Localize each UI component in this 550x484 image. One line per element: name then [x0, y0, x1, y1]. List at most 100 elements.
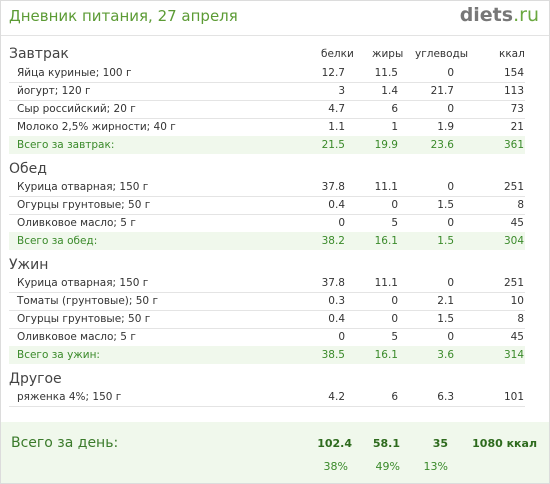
- protein-value: 0.4: [328, 199, 345, 211]
- day-carbs-value: 35: [432, 437, 448, 450]
- protein-value: 37.8: [321, 181, 345, 193]
- carbs-value: 0: [447, 181, 454, 193]
- column-header-fat: жиры: [372, 48, 404, 60]
- food-name: Курица отварная; 150 г: [17, 181, 149, 193]
- carbs-value: 1.9: [437, 121, 454, 133]
- fat-value: 19.9: [374, 139, 398, 151]
- section-total-row: Всего за обед: 38.2 16.1 1.5 304: [9, 232, 525, 250]
- food-name: Огурцы грунтовые; 50 г: [17, 313, 151, 325]
- kcal-value: 8: [517, 313, 524, 325]
- carbs-value: 2.1: [437, 295, 454, 307]
- day-carbs-percent: 13%: [423, 460, 448, 473]
- logo-tld: .ru: [513, 4, 539, 26]
- carbs-value: 1.5: [437, 199, 454, 211]
- protein-value: 37.8: [321, 277, 345, 289]
- carbs-value: 6.3: [437, 391, 454, 403]
- fat-value: 1: [391, 121, 398, 133]
- food-row: йогурт; 120 г 3 1.4 21.7 113: [9, 82, 525, 101]
- fat-value: 0: [391, 295, 398, 307]
- total-label: Всего за обед:: [17, 235, 98, 247]
- kcal-value: 10: [510, 295, 524, 307]
- header-divider: [1, 35, 549, 36]
- kcal-value: 154: [503, 67, 524, 79]
- column-header-kcal: ккал: [499, 48, 525, 60]
- protein-value: 12.7: [321, 67, 345, 79]
- kcal-value: 45: [510, 217, 524, 229]
- carbs-value: 0: [447, 331, 454, 343]
- section-title-breakfast: Завтрак: [9, 46, 69, 62]
- fat-value: 11.5: [374, 67, 398, 79]
- protein-value: 4.7: [328, 103, 345, 115]
- site-logo[interactable]: diets.ru: [460, 4, 539, 26]
- protein-value: 4.2: [328, 391, 345, 403]
- protein-value: 38.5: [321, 349, 345, 361]
- food-row: Яйца куриные; 100 г 12.7 11.5 0 154: [9, 64, 525, 83]
- food-row: ряженка 4%; 150 г 4.2 6 6.3 101: [9, 388, 525, 407]
- food-row: Сыр российский; 20 г 4.7 6 0 73: [9, 100, 525, 119]
- kcal-value: 251: [503, 181, 524, 193]
- section-title-lunch: Обед: [9, 161, 47, 177]
- kcal-value: 113: [503, 85, 524, 97]
- food-row: Курица отварная; 150 г 37.8 11.1 0 251: [9, 274, 525, 293]
- food-name: йогурт; 120 г: [17, 85, 91, 97]
- kcal-value: 101: [503, 391, 524, 403]
- logo-main: diets: [459, 4, 514, 26]
- header: Дневник питания, 27 апреля diets.ru: [1, 1, 549, 35]
- section-total-row: Всего за завтрак: 21.5 19.9 23.6 361: [9, 136, 525, 154]
- food-name: Молоко 2,5% жирности; 40 г: [17, 121, 176, 133]
- food-name: Сыр российский; 20 г: [17, 103, 136, 115]
- protein-value: 3: [338, 85, 345, 97]
- kcal-value: 45: [510, 331, 524, 343]
- kcal-value: 73: [510, 103, 524, 115]
- carbs-value: 0: [447, 67, 454, 79]
- fat-value: 16.1: [374, 235, 398, 247]
- kcal-value: 314: [503, 349, 524, 361]
- day-kcal-value: 1080 ккал: [472, 437, 537, 450]
- kcal-value: 8: [517, 199, 524, 211]
- day-protein-percent: 38%: [323, 460, 348, 473]
- fat-value: 11.1: [374, 277, 398, 289]
- food-name: Курица отварная; 150 г: [17, 277, 149, 289]
- day-total-panel: Всего за день: 102.4 58.1 35 1080 ккал 3…: [1, 422, 549, 483]
- carbs-value: 0: [447, 103, 454, 115]
- protein-value: 38.2: [321, 235, 345, 247]
- fat-value: 0: [391, 199, 398, 211]
- total-label: Всего за завтрак:: [17, 139, 115, 151]
- food-row: Огурцы грунтовые; 50 г 0.4 0 1.5 8: [9, 310, 525, 329]
- carbs-value: 0: [447, 217, 454, 229]
- fat-value: 6: [391, 103, 398, 115]
- protein-value: 0.3: [328, 295, 345, 307]
- kcal-value: 21: [510, 121, 524, 133]
- food-row: Оливковое масло; 5 г 0 5 0 45: [9, 214, 525, 233]
- carbs-value: 1.5: [437, 235, 454, 247]
- column-header-protein: белки: [321, 48, 354, 60]
- fat-value: 16.1: [374, 349, 398, 361]
- carbs-value: 1.5: [437, 313, 454, 325]
- day-fat-value: 58.1: [372, 437, 400, 450]
- carbs-value: 3.6: [437, 349, 454, 361]
- food-name: ряженка 4%; 150 г: [17, 391, 122, 403]
- protein-value: 0.4: [328, 313, 345, 325]
- section-total-row: Всего за ужин: 38.5 16.1 3.6 314: [9, 346, 525, 364]
- section-title-dinner: Ужин: [9, 257, 49, 273]
- column-header-carbs: углеводы: [415, 48, 469, 60]
- protein-value: 1.1: [328, 121, 345, 133]
- food-name: Огурцы грунтовые; 50 г: [17, 199, 151, 211]
- fat-value: 11.1: [374, 181, 398, 193]
- food-name: Оливковое масло; 5 г: [17, 331, 136, 343]
- fat-value: 5: [391, 331, 398, 343]
- protein-value: 0: [338, 217, 345, 229]
- food-row: Оливковое масло; 5 г 0 5 0 45: [9, 328, 525, 347]
- section-title-other: Другое: [9, 371, 62, 387]
- total-label: Всего за ужин:: [17, 349, 100, 361]
- carbs-value: 23.6: [430, 139, 454, 151]
- kcal-value: 361: [503, 139, 524, 151]
- day-protein-value: 102.4: [317, 437, 352, 450]
- protein-value: 21.5: [321, 139, 345, 151]
- page-title: Дневник питания, 27 апреля: [9, 7, 238, 25]
- food-row: Молоко 2,5% жирности; 40 г 1.1 1 1.9 21: [9, 118, 525, 137]
- kcal-value: 251: [503, 277, 524, 289]
- fat-value: 0: [391, 313, 398, 325]
- food-row: Огурцы грунтовые; 50 г 0.4 0 1.5 8: [9, 196, 525, 215]
